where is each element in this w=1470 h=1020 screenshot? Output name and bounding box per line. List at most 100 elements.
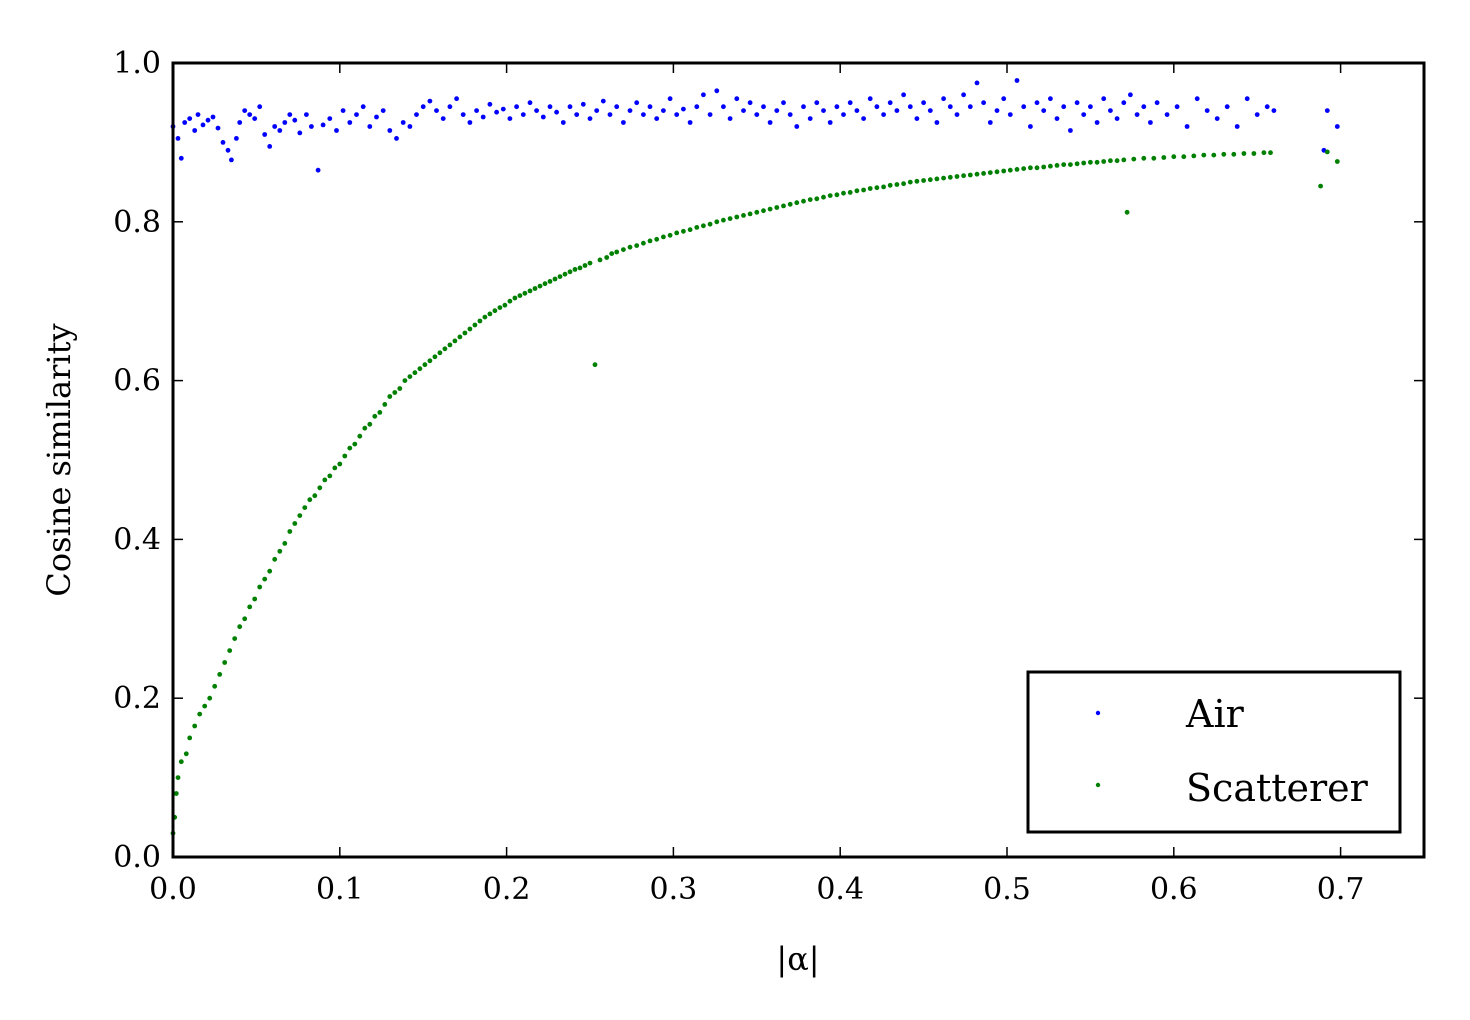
data-point	[427, 98, 433, 104]
data-point	[487, 101, 493, 107]
data-point	[761, 104, 766, 110]
x-tick-label: 0.0	[149, 872, 197, 907]
data-point	[597, 257, 603, 263]
data-point	[681, 106, 686, 112]
data-point	[867, 186, 873, 191]
data-point	[527, 288, 533, 294]
data-point	[225, 147, 231, 153]
data-point	[741, 108, 746, 113]
data-point	[372, 413, 378, 419]
x-tick-label: 0.1	[316, 872, 364, 907]
data-point	[402, 378, 408, 383]
data-point	[701, 92, 706, 98]
data-point	[1131, 156, 1137, 162]
data-point	[801, 198, 806, 204]
data-point	[178, 155, 184, 161]
data-point	[701, 223, 706, 229]
data-point	[207, 695, 213, 701]
data-point	[627, 108, 633, 113]
data-point	[894, 182, 900, 187]
data-point	[1201, 152, 1207, 158]
data-point	[1134, 112, 1140, 117]
data-point	[1041, 108, 1047, 113]
data-point	[237, 624, 243, 630]
data-point	[380, 108, 386, 113]
data-point	[442, 346, 448, 352]
data-point	[1007, 112, 1013, 117]
data-point	[272, 124, 278, 129]
data-point	[205, 117, 211, 123]
data-point	[252, 116, 258, 121]
x-tick-label: 0.6	[1150, 872, 1198, 907]
data-point	[587, 116, 593, 121]
data-point	[947, 174, 953, 180]
y-tick-label: 0.2	[113, 681, 161, 716]
data-point	[447, 342, 453, 348]
data-point	[482, 314, 488, 320]
data-point	[1184, 124, 1190, 129]
data-point	[462, 330, 468, 336]
data-point	[814, 196, 820, 202]
data-point	[412, 370, 418, 376]
legend-label-scatterer: Scatterer	[1186, 766, 1369, 810]
data-point	[422, 362, 428, 368]
data-point	[302, 505, 308, 510]
data-point	[540, 114, 546, 120]
data-point	[694, 104, 700, 110]
data-point	[352, 441, 358, 447]
data-point	[592, 362, 598, 368]
data-point	[307, 497, 313, 503]
legend-box	[1026, 670, 1402, 834]
y-axis-label: Cosine similarity	[40, 323, 78, 596]
data-point	[1088, 159, 1093, 165]
data-point	[774, 108, 780, 113]
data-point	[474, 108, 479, 113]
data-point	[477, 318, 483, 324]
data-point	[267, 144, 273, 149]
data-point	[1021, 104, 1027, 110]
data-point	[734, 96, 740, 102]
data-point	[183, 751, 189, 757]
data-point	[532, 286, 538, 291]
data-point	[217, 672, 223, 677]
data-point	[377, 410, 383, 415]
data-point	[861, 187, 866, 193]
data-point	[1121, 100, 1127, 106]
data-point	[1068, 128, 1073, 133]
data-point	[941, 175, 946, 181]
data-point	[242, 616, 248, 622]
y-tick-label: 1.0	[113, 46, 161, 81]
data-point	[934, 120, 940, 125]
data-point	[934, 176, 940, 182]
data-point	[1124, 209, 1130, 215]
data-point	[854, 108, 860, 113]
data-point	[407, 124, 413, 129]
data-point	[1141, 104, 1147, 110]
data-point	[587, 260, 593, 266]
data-point	[234, 136, 239, 141]
data-point	[229, 157, 234, 163]
data-point	[1034, 165, 1040, 171]
data-point	[297, 130, 303, 136]
data-point	[1001, 168, 1007, 174]
data-point	[1007, 167, 1013, 173]
data-point	[827, 120, 833, 125]
data-point	[192, 128, 198, 133]
data-point	[807, 197, 813, 203]
data-point	[994, 169, 1000, 175]
data-point	[661, 234, 666, 240]
data-point	[1271, 108, 1277, 113]
data-point	[1244, 96, 1250, 102]
data-point	[1261, 150, 1267, 156]
data-point	[1101, 159, 1107, 164]
data-point	[460, 112, 466, 117]
data-point	[821, 108, 826, 113]
data-point	[641, 240, 646, 246]
data-point	[1141, 155, 1147, 161]
data-point	[1028, 165, 1033, 171]
data-point	[647, 238, 653, 244]
data-point	[721, 104, 726, 110]
data-point	[1318, 183, 1323, 189]
data-point	[1094, 120, 1100, 125]
data-point	[621, 120, 626, 125]
